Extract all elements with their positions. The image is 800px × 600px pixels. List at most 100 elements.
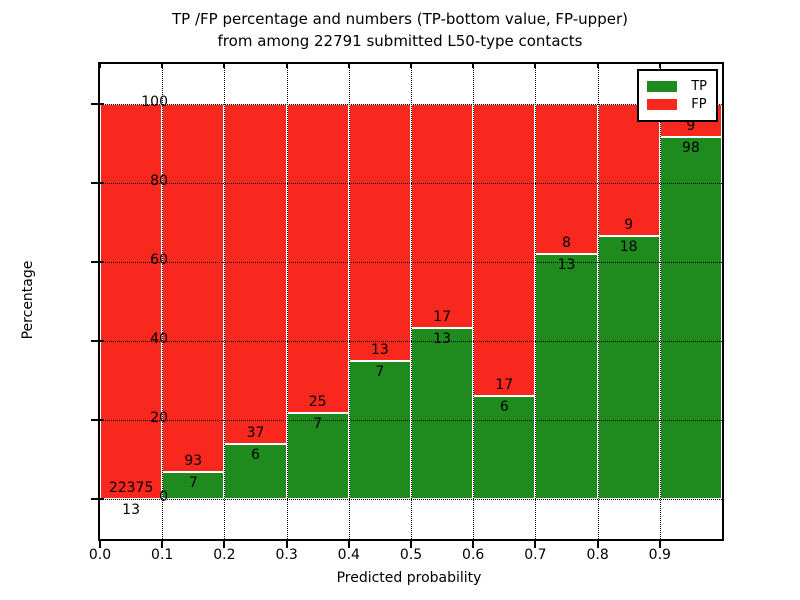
tp-count-label: 7 xyxy=(313,415,323,432)
y-tick-mark-inner xyxy=(100,260,104,263)
fp-bar-segment xyxy=(473,103,536,397)
legend-swatch-fp xyxy=(647,99,678,110)
x-tick-mark xyxy=(223,541,226,548)
fp-count-label: 9 xyxy=(624,216,634,233)
legend-swatch-tp xyxy=(647,81,678,92)
y-tick-mark xyxy=(91,260,98,263)
legend: TP FP xyxy=(637,69,718,122)
y-tick-mark-inner xyxy=(100,419,104,422)
fp-bar-segment xyxy=(348,103,411,361)
tp-bar-segment xyxy=(348,360,411,500)
x-tick-mark-top xyxy=(534,64,537,68)
x-tick-mark xyxy=(347,541,350,548)
x-tick-mark xyxy=(472,541,475,548)
y-tick-label: 60 xyxy=(150,251,168,268)
tp-bar-segment xyxy=(473,396,536,500)
x-tick-mark-top xyxy=(472,64,475,68)
fp-count-label: 9 xyxy=(686,117,696,134)
legend-label: FP xyxy=(691,97,707,112)
y-tick-label: 100 xyxy=(141,93,168,110)
y-tick-mark xyxy=(91,498,98,501)
fp-bar-segment xyxy=(411,103,474,328)
y-tick-label: 80 xyxy=(150,172,168,189)
y-tick-label: 0 xyxy=(159,489,168,506)
fp-bar-segment xyxy=(535,103,598,255)
y-axis-label: Percentage xyxy=(20,260,36,340)
fp-bar-segment xyxy=(224,103,287,445)
x-axis-label: Predicted probability xyxy=(336,570,482,586)
y-tick-label: 20 xyxy=(150,410,168,427)
fp-count-label: 37 xyxy=(246,425,265,442)
x-tick-mark-top xyxy=(410,64,412,68)
x-gridline xyxy=(348,64,350,539)
y-tick-mark-inner xyxy=(100,340,104,343)
fp-count-label: 22375 xyxy=(108,480,154,497)
x-gridline xyxy=(659,64,661,539)
tp-bar-segment xyxy=(286,412,349,500)
tp-count-label: 7 xyxy=(375,363,385,380)
y-tick-mark xyxy=(91,102,98,105)
y-tick-mark-inner xyxy=(100,498,104,501)
legend-label: TP xyxy=(691,79,707,94)
x-gridline xyxy=(286,64,288,539)
y-tick-label: 40 xyxy=(150,331,168,348)
x-tick-mark xyxy=(161,541,164,548)
legend-item: TP xyxy=(647,79,707,94)
x-tick-mark-top xyxy=(223,64,226,68)
x-tick-label: 0.9 xyxy=(648,547,671,563)
tp-count-label: 13 xyxy=(433,330,452,347)
chart-title-line2: from among 22791 submitted L50-type cont… xyxy=(217,32,583,50)
x-tick-mark xyxy=(596,541,599,548)
x-tick-mark-top xyxy=(596,64,599,68)
x-tick-mark xyxy=(410,541,412,548)
fp-count-label: 93 xyxy=(184,452,203,469)
x-tick-label: 0.3 xyxy=(275,547,298,563)
x-tick-label: 0.2 xyxy=(213,547,236,563)
x-tick-label: 0.1 xyxy=(151,547,174,563)
x-tick-mark xyxy=(99,541,101,548)
chart-title: TP /FP percentage and numbers (TP-bottom… xyxy=(0,8,800,52)
tp-count-label: 13 xyxy=(122,502,141,519)
x-gridline xyxy=(162,64,164,539)
tp-count-label: 13 xyxy=(557,257,576,274)
x-tick-mark xyxy=(285,541,288,548)
y-tick-mark-inner xyxy=(100,181,104,184)
x-tick-label: 0.7 xyxy=(524,547,547,563)
x-gridline xyxy=(411,64,412,539)
tp-count-label: 18 xyxy=(619,238,638,255)
y-tick-mark-inner xyxy=(100,102,104,105)
y-tick-mark xyxy=(91,340,98,343)
fp-count-label: 17 xyxy=(433,308,452,325)
chart-title-line1: TP /FP percentage and numbers (TP-bottom… xyxy=(172,10,628,28)
fp-count-label: 13 xyxy=(370,341,389,358)
x-tick-mark-top xyxy=(161,64,164,68)
tp-count-label: 7 xyxy=(188,474,198,491)
y-tick-mark xyxy=(91,181,98,184)
x-tick-mark-top xyxy=(347,64,350,68)
fp-count-label: 25 xyxy=(308,393,327,410)
tp-count-label: 98 xyxy=(681,139,700,156)
fp-count-label: 17 xyxy=(495,377,514,394)
tp-bar-segment xyxy=(224,444,287,500)
x-gridline xyxy=(473,64,475,539)
x-gridline xyxy=(597,64,599,539)
tp-count-label: 6 xyxy=(251,447,260,464)
tp-bar-segment xyxy=(162,471,225,500)
x-tick-mark-top xyxy=(285,64,288,68)
tp-bar-segment xyxy=(535,254,598,500)
x-tick-label: 0.4 xyxy=(337,547,360,563)
x-gridline xyxy=(535,64,537,539)
x-tick-mark-top xyxy=(99,64,101,68)
fp-count-label: 8 xyxy=(562,235,571,252)
x-tick-mark xyxy=(658,541,661,548)
x-tick-label: 0.0 xyxy=(88,547,112,563)
fp-bar-segment xyxy=(286,103,349,413)
x-tick-mark xyxy=(534,541,537,548)
fp-bar-segment xyxy=(162,103,225,472)
x-tick-label: 0.5 xyxy=(399,547,423,563)
tp-bar-segment xyxy=(659,136,722,500)
legend-item: FP xyxy=(647,97,707,112)
x-gridline xyxy=(224,64,226,539)
tp-bar-segment xyxy=(597,235,660,500)
